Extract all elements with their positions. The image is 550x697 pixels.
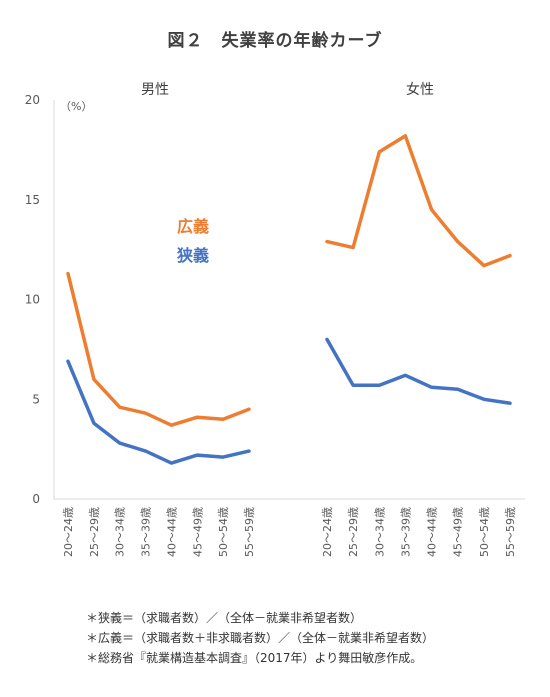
series-line-broad-female	[325, 134, 512, 268]
x-tick-label: 40～44歳	[165, 507, 178, 557]
x-tick-label: 35～39歳	[399, 507, 412, 557]
x-tick-label: 20～24歳	[321, 507, 334, 557]
panel-title-female: 女性	[406, 81, 434, 98]
panel-title-male: 男性	[141, 82, 169, 98]
x-tick-label: 55～59歳	[504, 507, 517, 557]
x-tick-label: 50～54歳	[217, 507, 230, 557]
x-tick-label: 50～54歳	[478, 507, 491, 557]
footnote-broad-definition: ＊広義＝（求職者数＋非求職者数）／（全体－就業非希望者数）	[86, 631, 435, 645]
footnotes: ＊狭義＝（求職者数）／（全体－就業非希望者数） ＊広義＝（求職者数＋非求職者数）…	[86, 608, 434, 668]
y-unit-label: （%）	[60, 100, 92, 113]
x-tick-label: 45～49歳	[452, 507, 465, 557]
series-line-broad-male	[66, 271, 251, 427]
x-tick-label: 20～24歳	[62, 507, 75, 557]
series-line-narrow-female	[325, 337, 512, 405]
y-tick-label: 10	[25, 293, 40, 307]
series-line-narrow-male	[66, 359, 251, 465]
x-tick-label: 25～29歳	[88, 507, 101, 557]
y-tick-label: 20	[25, 93, 40, 107]
chart-title: 図２ 失業率の年齢カーブ	[167, 31, 383, 51]
y-tick-label: 5	[32, 392, 40, 406]
x-tick-label: 45～49歳	[191, 507, 204, 557]
legend-label-broad: 広義	[177, 217, 209, 236]
x-tick-label: 55～59歳	[243, 507, 256, 557]
legend-label-narrow: 狭義	[176, 246, 209, 265]
x-tick-label: 30～34歳	[114, 507, 127, 557]
footnote-source: ＊総務省『就業構造基本調査』（2017年）より舞田敏彦作成。	[86, 651, 423, 665]
x-tick-label: 40～44歳	[426, 507, 439, 557]
y-tick-label: 15	[25, 193, 40, 207]
footnote-narrow-definition: ＊狭義＝（求職者数）／（全体－就業非希望者数）	[86, 611, 363, 625]
x-tick-label: 35～39歳	[140, 507, 153, 557]
x-tick-label: 30～34歳	[373, 507, 386, 557]
x-tick-label: 25～29歳	[347, 507, 360, 557]
y-tick-label: 0	[32, 492, 40, 506]
